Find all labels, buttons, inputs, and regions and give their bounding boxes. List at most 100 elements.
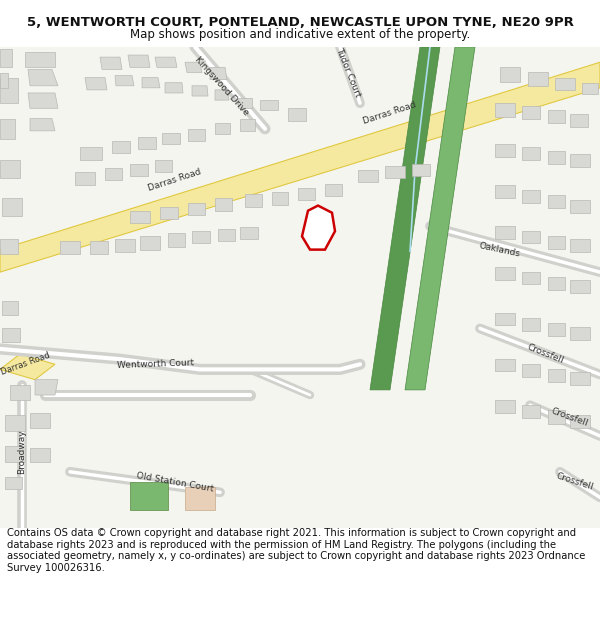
Polygon shape	[528, 72, 548, 86]
Polygon shape	[155, 57, 177, 68]
Polygon shape	[548, 278, 565, 289]
Polygon shape	[522, 405, 540, 418]
Polygon shape	[85, 78, 107, 90]
Polygon shape	[548, 151, 565, 164]
Polygon shape	[570, 416, 590, 428]
Polygon shape	[162, 133, 180, 144]
Polygon shape	[325, 184, 342, 196]
Polygon shape	[495, 313, 515, 326]
Polygon shape	[240, 119, 255, 131]
Polygon shape	[160, 207, 178, 219]
Polygon shape	[168, 233, 185, 246]
Polygon shape	[100, 57, 122, 69]
Polygon shape	[90, 241, 108, 254]
Polygon shape	[2, 301, 18, 315]
Text: Tudor Court: Tudor Court	[334, 46, 362, 99]
Polygon shape	[28, 69, 58, 86]
Polygon shape	[0, 239, 18, 254]
Text: Contains OS data © Crown copyright and database right 2021. This information is : Contains OS data © Crown copyright and d…	[7, 528, 586, 573]
Polygon shape	[570, 281, 590, 292]
Polygon shape	[2, 329, 20, 342]
Polygon shape	[272, 192, 288, 204]
Text: Kingswood Drive: Kingswood Drive	[193, 54, 251, 117]
Polygon shape	[188, 202, 205, 215]
Polygon shape	[260, 100, 278, 111]
Text: Crossfell: Crossfell	[526, 342, 565, 366]
Polygon shape	[30, 448, 50, 462]
Polygon shape	[0, 354, 55, 379]
Polygon shape	[548, 411, 565, 424]
Polygon shape	[298, 188, 315, 201]
Text: Darras Road: Darras Road	[147, 167, 203, 193]
Polygon shape	[582, 82, 598, 94]
Polygon shape	[5, 416, 25, 431]
Polygon shape	[30, 414, 50, 428]
Text: Darras Road: Darras Road	[0, 351, 51, 378]
Polygon shape	[115, 76, 134, 86]
Polygon shape	[548, 236, 565, 249]
Polygon shape	[215, 90, 229, 100]
Polygon shape	[555, 78, 575, 90]
Text: Oaklands: Oaklands	[479, 241, 521, 258]
Polygon shape	[0, 49, 12, 68]
Polygon shape	[5, 477, 22, 489]
Polygon shape	[30, 119, 55, 131]
Polygon shape	[522, 364, 540, 377]
Polygon shape	[0, 78, 18, 103]
Polygon shape	[188, 129, 205, 141]
Text: Wentworth Court: Wentworth Court	[116, 359, 194, 370]
Polygon shape	[522, 231, 540, 244]
Polygon shape	[210, 68, 227, 79]
Polygon shape	[142, 78, 160, 88]
Polygon shape	[548, 111, 565, 123]
Polygon shape	[548, 196, 565, 208]
Text: Darras Road: Darras Road	[362, 101, 418, 126]
Text: Old Station Court: Old Station Court	[136, 471, 214, 493]
Polygon shape	[218, 229, 235, 241]
Polygon shape	[288, 108, 306, 121]
Polygon shape	[60, 241, 80, 254]
Text: Broadway: Broadway	[17, 429, 26, 474]
Polygon shape	[548, 323, 565, 336]
Polygon shape	[0, 62, 600, 272]
Polygon shape	[495, 185, 515, 198]
Polygon shape	[0, 119, 15, 139]
Polygon shape	[25, 52, 55, 68]
Polygon shape	[0, 159, 20, 178]
Polygon shape	[522, 106, 540, 119]
Polygon shape	[495, 144, 515, 158]
Polygon shape	[385, 166, 405, 178]
Polygon shape	[570, 328, 590, 340]
Polygon shape	[522, 190, 540, 202]
Polygon shape	[10, 385, 30, 400]
Text: 5, WENTWORTH COURT, PONTELAND, NEWCASTLE UPON TYNE, NE20 9PR: 5, WENTWORTH COURT, PONTELAND, NEWCASTLE…	[26, 16, 574, 29]
Polygon shape	[128, 55, 150, 68]
Polygon shape	[570, 114, 588, 127]
Polygon shape	[240, 227, 258, 239]
Polygon shape	[192, 86, 208, 96]
Polygon shape	[215, 198, 232, 211]
Polygon shape	[570, 201, 590, 212]
Polygon shape	[238, 98, 252, 108]
Polygon shape	[2, 198, 22, 216]
Polygon shape	[5, 446, 25, 462]
Polygon shape	[495, 226, 515, 239]
Polygon shape	[165, 82, 183, 93]
Polygon shape	[405, 47, 475, 390]
Polygon shape	[130, 482, 168, 510]
Polygon shape	[192, 231, 210, 244]
Polygon shape	[215, 122, 230, 134]
Polygon shape	[245, 194, 262, 207]
Polygon shape	[495, 400, 515, 414]
Polygon shape	[302, 206, 335, 249]
Polygon shape	[495, 267, 515, 281]
Text: Crossfell: Crossfell	[550, 407, 590, 428]
Polygon shape	[115, 239, 135, 252]
Polygon shape	[358, 170, 378, 182]
Polygon shape	[80, 148, 102, 159]
Polygon shape	[130, 164, 148, 176]
Polygon shape	[495, 103, 515, 116]
Polygon shape	[75, 172, 95, 185]
Polygon shape	[155, 159, 172, 172]
Polygon shape	[495, 359, 515, 371]
